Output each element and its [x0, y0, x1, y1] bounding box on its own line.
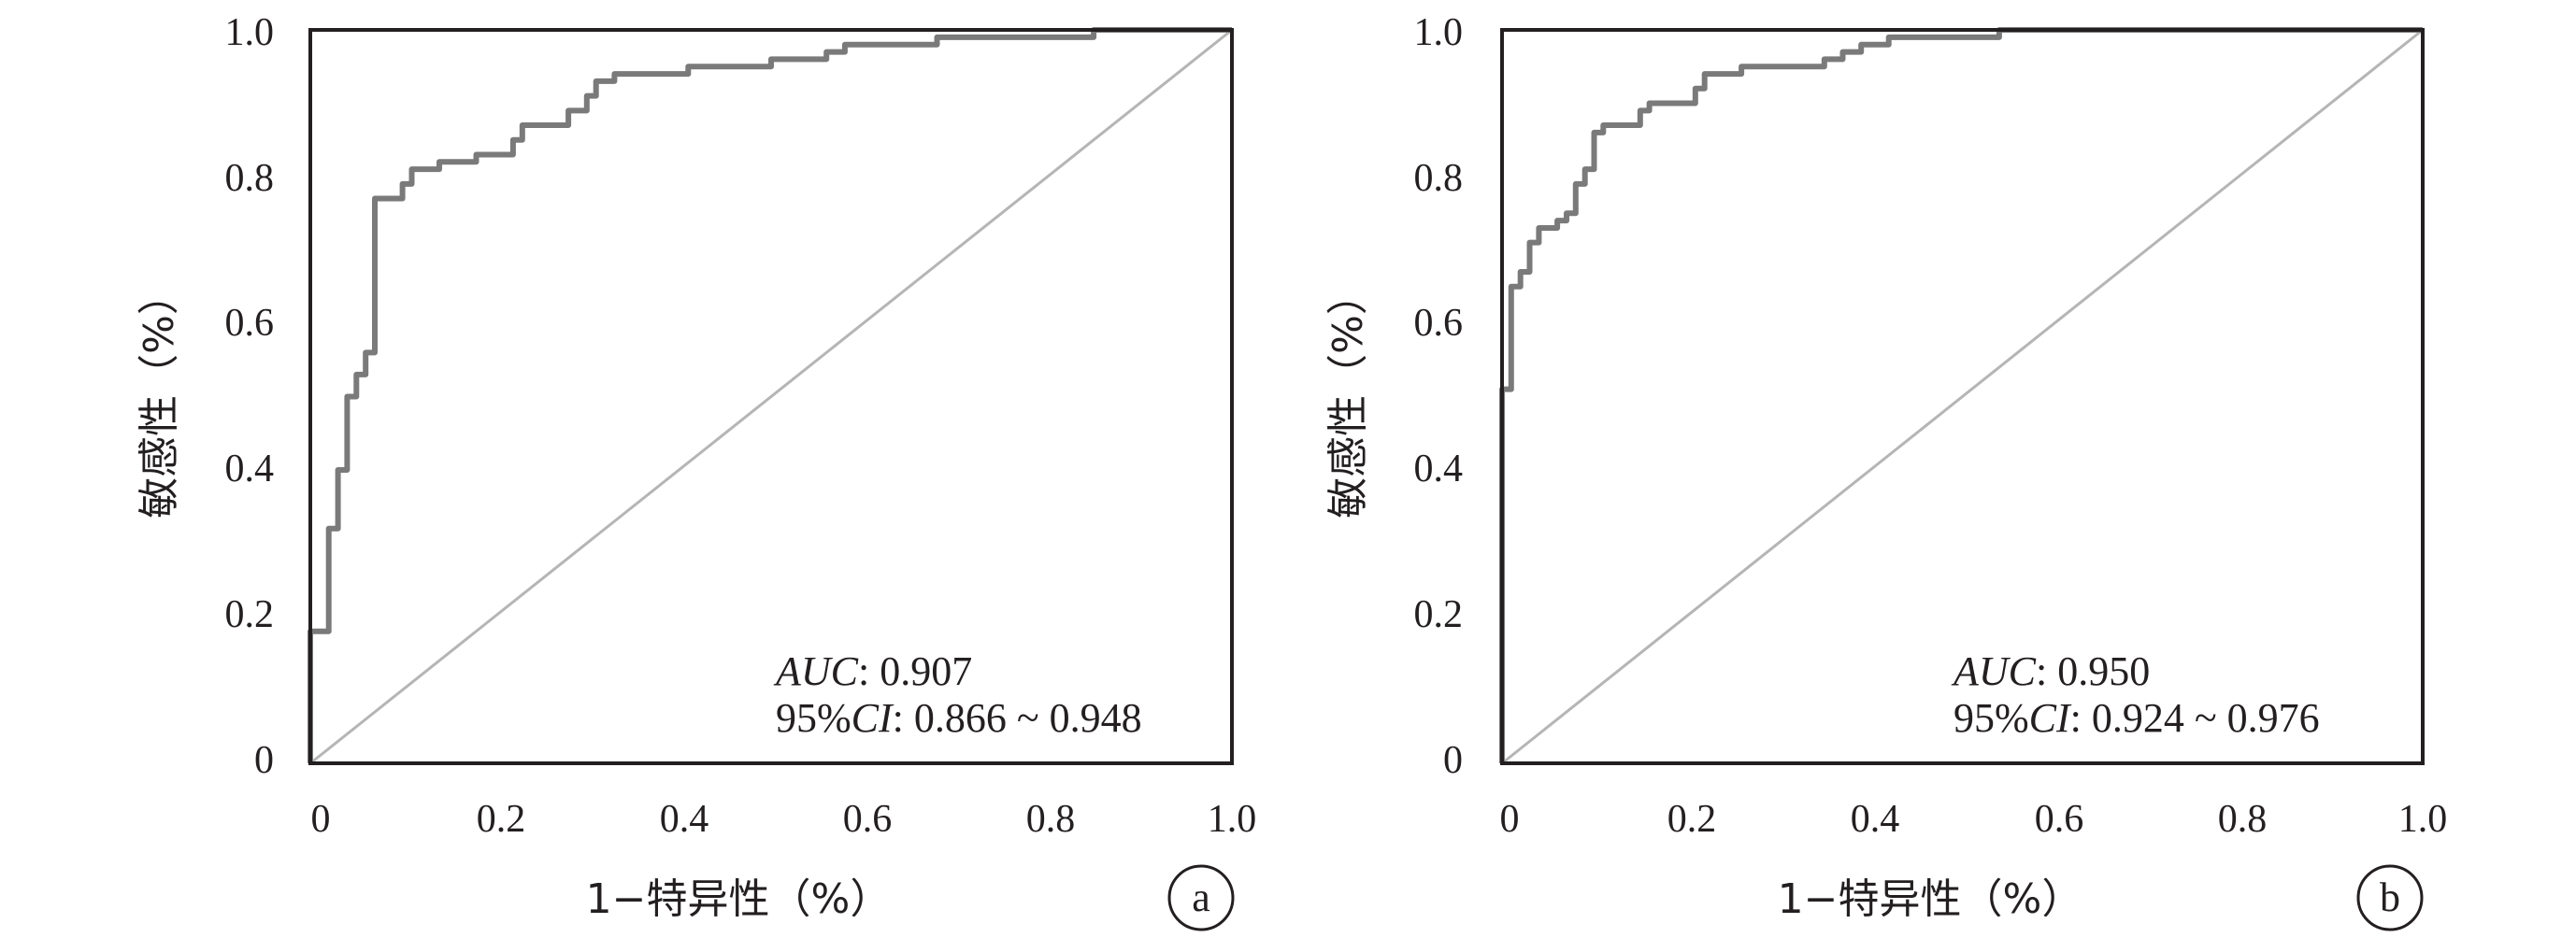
panel-b-x-axis-label: 1−特异性（%）: [1778, 875, 2083, 923]
panel-a-xtick-5: 1.0: [1208, 798, 1257, 841]
panel-a: 0 0.2 0.4 0.6 0.8 1.0 0 0.2 0.4 0.6 0.8 …: [136, 11, 1257, 931]
panel-b-ytick-labels: 0 0.2 0.4 0.6 0.8 1.0: [1414, 11, 1464, 782]
panel-b-ytick-0: 0: [1443, 739, 1463, 782]
panel-b: 0 0.2 0.4 0.6 0.8 1.0 0 0.2 0.4 0.6 0.8 …: [1324, 11, 2448, 931]
panel-b-plot-area: [1499, 27, 2425, 765]
panel-a-ytick-1: 0.2: [225, 593, 275, 636]
panel-b-auc-value: : 0.950: [2036, 648, 2150, 694]
panel-a-plot-area: [308, 27, 1234, 765]
panel-b-xtick-2: 0.4: [1851, 798, 1900, 841]
panel-a-xtick-2: 0.4: [660, 798, 709, 841]
panel-b-plot-frame: [1500, 28, 2425, 765]
panel-a-xtick-0: 0: [311, 798, 331, 841]
panel-b-xtick-3: 0.6: [2035, 798, 2084, 841]
panel-a-ytick-3: 0.6: [225, 302, 275, 345]
panel-a-xtick-1: 0.2: [477, 798, 526, 841]
panel-a-auc-annotation: AUC: 0.907: [773, 648, 972, 694]
panel-b-ytick-3: 0.6: [1414, 302, 1464, 345]
panel-a-letter-badge: a: [1167, 864, 1235, 931]
panel-a-reference-line: [309, 28, 1233, 765]
panel-b-xtick-labels: 0 0.2 0.4 0.6 0.8 1.0: [1500, 798, 2448, 841]
panel-b-y-axis-label: 敏感性（%）: [1324, 274, 1372, 519]
panel-a-xtick-4: 0.8: [1026, 798, 1076, 841]
panel-b-xtick-0: 0: [1500, 798, 1520, 841]
panel-b-letter-circle: [2356, 864, 2424, 931]
panel-a-xtick-3: 0.6: [843, 798, 893, 841]
panel-b-ci-prefix: 95%: [1953, 695, 2029, 741]
panel-a-xtick-labels: 0 0.2 0.4 0.6 0.8 1.0: [311, 798, 1257, 841]
panel-a-y-axis-label: 敏感性（%）: [136, 274, 183, 519]
panel-a-auc-label: AUC: [773, 648, 859, 694]
panel-a-ytick-labels: 0 0.2 0.4 0.6 0.8 1.0: [225, 11, 275, 782]
panel-b-ci-label: CI: [2029, 695, 2072, 741]
panel-b-xtick-4: 0.8: [2218, 798, 2268, 841]
panel-a-ytick-0: 0: [254, 739, 274, 782]
panel-a-ytick-4: 0.8: [225, 157, 275, 200]
panel-b-auc-annotation: AUC: 0.950: [1951, 648, 2150, 694]
panel-b-xtick-5: 1.0: [2398, 798, 2448, 841]
panel-a-ci-prefix: 95%: [776, 695, 852, 741]
panel-a-ci-annotation: 95%CI: 0.866 ~ 0.948: [776, 695, 1142, 741]
panel-b-ytick-2: 0.4: [1414, 448, 1464, 490]
panel-a-letter: a: [1192, 874, 1210, 920]
panel-b-xtick-1: 0.2: [1667, 798, 1717, 841]
panel-b-ytick-1: 0.2: [1414, 593, 1464, 636]
panel-b-ytick-4: 0.8: [1414, 157, 1464, 200]
panel-b-roc-curve: [1499, 27, 2423, 763]
panel-a-ytick-2: 0.4: [225, 448, 275, 490]
panel-a-letter-circle: [1167, 864, 1235, 931]
panel-b-letter-badge: b: [2356, 864, 2424, 931]
panel-b-letter: b: [2380, 874, 2400, 920]
panel-b-reference-line: [1501, 28, 2424, 765]
panel-b-ci-annotation: 95%CI: 0.924 ~ 0.976: [1953, 695, 2320, 741]
panel-a-plot-frame: [308, 28, 1234, 765]
panel-a-x-axis-label: 1−特异性（%）: [586, 875, 892, 923]
panel-a-auc-value: : 0.907: [858, 648, 972, 694]
panel-b-ci-value: : 0.924 ~ 0.976: [2070, 695, 2320, 741]
panel-b-ytick-5: 1.0: [1414, 11, 1464, 54]
panel-a-ytick-5: 1.0: [225, 11, 275, 54]
panel-a-ci-value: : 0.866 ~ 0.948: [893, 695, 1142, 741]
panel-a-roc-curve: [308, 27, 1232, 763]
panel-b-auc-label: AUC: [1951, 648, 2037, 694]
panel-a-ci-label: CI: [852, 695, 894, 741]
